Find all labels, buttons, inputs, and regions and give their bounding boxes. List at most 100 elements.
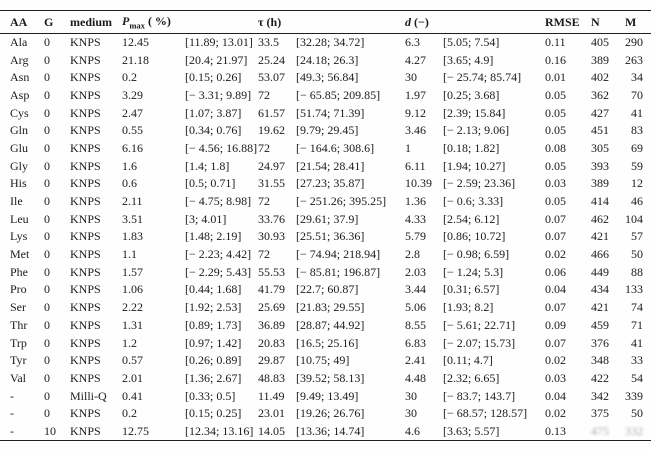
aa-cell: Pro xyxy=(10,282,27,297)
pmax-ci-cell: [0.89; 1.73] xyxy=(185,317,242,332)
tau-ci-cell: [29.61; 37.9] xyxy=(296,211,359,226)
g-cell: 0 xyxy=(44,247,50,262)
pmax-cell: 0.55 xyxy=(122,123,143,138)
tau-cell: 31.55 xyxy=(258,176,285,191)
pmax-ci-cell: [− 4.56; 16.88] xyxy=(185,140,258,155)
d-ci-cell: [− 0.98; 6.59] xyxy=(443,247,510,262)
medium-cell: KNPS xyxy=(70,70,101,85)
m-cell: 83 xyxy=(631,123,644,138)
n-cell: 449 xyxy=(591,264,610,279)
tau-ci-cell: [49.3; 56.84] xyxy=(296,70,359,85)
aa-cell: Glu xyxy=(10,140,28,155)
m-cell: 12 xyxy=(631,176,644,191)
table-row: Pro 0 KNPS 1.06 [0.44; 1.68] 41.79 [22.7; 60.8… xyxy=(0,281,651,299)
tau-cell: 61.57 xyxy=(258,105,285,120)
d-ci-cell: [− 2.07; 15.73] xyxy=(443,335,516,350)
medium-cell: KNPS xyxy=(70,423,101,438)
table-row: Glu 0 KNPS 6.16 [− 4.56; 16.88] 72 [− 164.6; 3… xyxy=(0,140,651,158)
d-ci-cell: [− 68.57; 128.57] xyxy=(443,406,528,421)
n-cell: 475 xyxy=(591,423,610,438)
pmax-ci-cell: [0.33; 0.5] xyxy=(185,388,236,403)
rmse-cell: 0.06 xyxy=(545,264,567,279)
tau-cell: 72 xyxy=(258,140,270,155)
aa-cell: Asp xyxy=(10,87,30,102)
pmax-cell: 1.2 xyxy=(122,335,137,350)
g-cell: 0 xyxy=(44,317,50,332)
header-pmax: Pmax ( %) xyxy=(122,10,258,34)
header-tau: τ (h) xyxy=(258,10,406,34)
m-cell: 290 xyxy=(625,35,644,50)
pmax-cell: 3.29 xyxy=(122,87,143,102)
pmax-subscript: max xyxy=(129,20,145,31)
medium-cell: KNPS xyxy=(70,105,101,120)
tau-cell: 72 xyxy=(258,194,270,209)
n-cell: 348 xyxy=(591,353,610,368)
tau-cell: 41.79 xyxy=(258,282,285,297)
pmax-ci-cell: [3; 4.01] xyxy=(185,211,227,226)
d-ci-cell: [− 2.13; 9.06] xyxy=(443,123,510,138)
header-n: N xyxy=(588,10,612,34)
n-cell: 427 xyxy=(591,105,610,120)
medium-cell: KNPS xyxy=(70,194,101,209)
m-cell: 339 xyxy=(625,388,644,403)
tau-cell: 33.76 xyxy=(258,211,285,226)
tau-cell: 23.01 xyxy=(258,406,285,421)
medium-cell: KNPS xyxy=(70,211,101,226)
rmse-cell: 0.05 xyxy=(545,87,567,102)
rmse-cell: 0.11 xyxy=(545,35,566,50)
d-cell: 4.6 xyxy=(405,423,421,438)
d-cell: 3.46 xyxy=(405,123,427,138)
n-cell: 393 xyxy=(591,158,610,173)
m-cell: 88 xyxy=(631,264,644,279)
m-cell: 133 xyxy=(625,282,644,297)
pmax-ci-cell: [1.48; 2.19] xyxy=(185,229,242,244)
medium-cell: KNPS xyxy=(70,87,101,102)
n-cell: 389 xyxy=(591,52,610,67)
medium-cell: KNPS xyxy=(70,406,101,421)
pmax-cell: 1.1 xyxy=(122,247,137,262)
rmse-cell: 0.08 xyxy=(545,140,567,155)
d-cell: 30 xyxy=(405,388,418,403)
rmse-cell: 0.02 xyxy=(545,247,567,262)
d-cell: 4.48 xyxy=(405,370,427,385)
pmax-unit: ( %) xyxy=(144,13,171,28)
tau-cell: 53.07 xyxy=(258,70,285,85)
g-cell: 0 xyxy=(44,123,50,138)
tau-cell: 72 xyxy=(258,87,270,102)
d-ci-cell: [0.18; 1.82] xyxy=(443,140,500,155)
d-cell: 1.97 xyxy=(405,87,427,102)
d-cell: 6.11 xyxy=(405,158,426,173)
aa-cell: Leu xyxy=(10,211,29,226)
pmax-ci-cell: [1.4; 1.8] xyxy=(185,158,230,173)
d-cell: 3.44 xyxy=(405,282,427,297)
m-cell: 50 xyxy=(631,406,644,421)
table-row: Gly 0 KNPS 1.6 [1.4; 1.8] 24.97 [21.54; 28.41]… xyxy=(0,157,651,175)
table-row: Gln 0 KNPS 0.55 [0.34; 0.76] 19.62 [9.79; 29.4… xyxy=(0,122,651,140)
tau-cell: 33.5 xyxy=(258,35,279,50)
g-cell: 10 xyxy=(44,423,56,438)
g-cell: 0 xyxy=(44,370,50,385)
pmax-ci-cell: [1.92; 2.53] xyxy=(185,300,242,315)
rmse-cell: 0.05 xyxy=(545,158,567,173)
pmax-ci-cell: [0.5; 0.71] xyxy=(185,176,236,191)
pmax-symbol: P xyxy=(122,13,130,28)
aa-cell: Met xyxy=(10,247,30,262)
aa-cell: Ala xyxy=(10,35,28,50)
rmse-cell: 0.07 xyxy=(545,335,567,350)
rmse-cell: 0.07 xyxy=(545,229,567,244)
g-cell: 0 xyxy=(44,264,50,279)
medium-cell: KNPS xyxy=(70,229,101,244)
rmse-cell: 0.09 xyxy=(545,317,567,332)
d-ci-cell: [3.63; 5.57] xyxy=(443,423,500,438)
d-cell: 10.39 xyxy=(405,176,433,191)
g-cell: 0 xyxy=(44,176,50,191)
header-m: M xyxy=(611,10,651,34)
rmse-cell: 0.02 xyxy=(545,406,567,421)
pmax-ci-cell: [0.26; 0.89] xyxy=(185,353,242,368)
g-cell: 0 xyxy=(44,229,50,244)
tau-ci-cell: [51.74; 71.39] xyxy=(296,105,365,120)
d-cell: 5.06 xyxy=(405,300,427,315)
d-ci-cell: [0.31; 6.57] xyxy=(443,282,500,297)
aa-cell: - xyxy=(10,388,14,403)
aa-cell: - xyxy=(10,423,14,438)
